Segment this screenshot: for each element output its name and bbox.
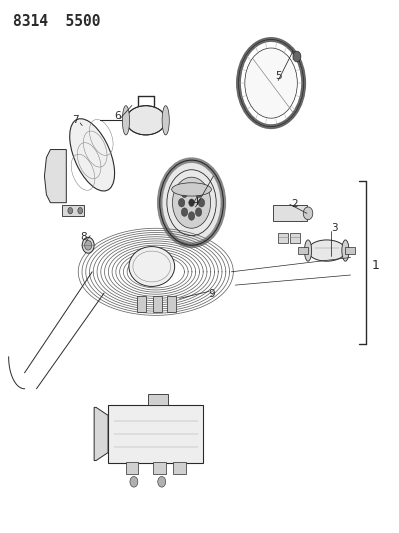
Circle shape <box>178 198 185 207</box>
Ellipse shape <box>85 240 92 250</box>
Circle shape <box>172 177 211 228</box>
Text: 6: 6 <box>114 111 120 121</box>
Text: 1: 1 <box>371 259 379 272</box>
Bar <box>290 233 300 243</box>
Ellipse shape <box>126 106 166 135</box>
Circle shape <box>181 189 188 198</box>
Circle shape <box>293 51 301 62</box>
Polygon shape <box>44 150 66 203</box>
Bar <box>273 205 307 221</box>
Ellipse shape <box>82 237 94 253</box>
Circle shape <box>68 207 73 214</box>
Text: 2: 2 <box>291 199 297 209</box>
Text: 4: 4 <box>192 197 199 207</box>
Ellipse shape <box>122 106 130 135</box>
Ellipse shape <box>70 119 115 191</box>
Polygon shape <box>62 205 84 216</box>
Circle shape <box>189 199 194 206</box>
Circle shape <box>188 212 195 220</box>
Circle shape <box>198 198 205 207</box>
Bar <box>167 296 176 312</box>
Bar <box>346 247 356 254</box>
Polygon shape <box>94 407 108 461</box>
Bar <box>108 405 203 463</box>
Circle shape <box>196 189 202 198</box>
Text: 9: 9 <box>208 289 215 299</box>
Bar <box>278 233 288 243</box>
Ellipse shape <box>162 106 169 135</box>
Circle shape <box>181 208 188 216</box>
Text: 8314  5500: 8314 5500 <box>13 14 100 29</box>
Ellipse shape <box>342 240 349 261</box>
Circle shape <box>158 477 166 487</box>
Bar <box>126 462 138 474</box>
Bar <box>153 296 162 312</box>
Circle shape <box>78 207 83 214</box>
Text: 8: 8 <box>80 232 87 243</box>
Circle shape <box>196 208 202 216</box>
Ellipse shape <box>172 183 211 196</box>
Bar <box>173 462 186 474</box>
Circle shape <box>303 207 313 220</box>
Text: 5: 5 <box>275 71 282 81</box>
Ellipse shape <box>129 247 175 286</box>
Bar <box>153 462 166 474</box>
Text: 7: 7 <box>72 115 79 125</box>
Bar <box>298 247 308 254</box>
Text: 3: 3 <box>332 223 338 233</box>
Ellipse shape <box>308 240 346 261</box>
Circle shape <box>188 185 195 193</box>
Bar <box>148 394 168 405</box>
Ellipse shape <box>304 240 312 261</box>
Bar <box>137 296 146 312</box>
Circle shape <box>160 160 223 245</box>
Circle shape <box>245 49 297 118</box>
Circle shape <box>130 477 138 487</box>
